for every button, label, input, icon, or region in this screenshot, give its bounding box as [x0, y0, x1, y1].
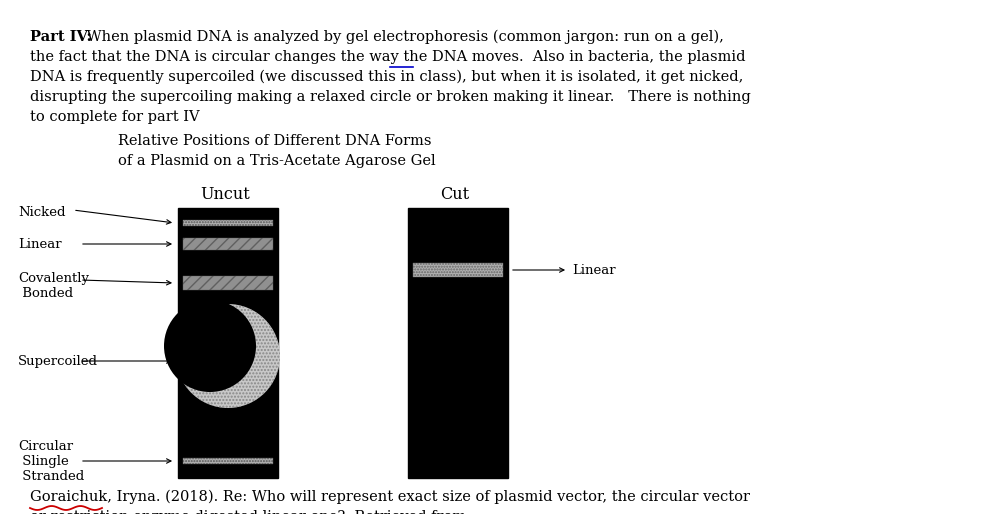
Text: Uncut: Uncut: [200, 186, 249, 203]
Bar: [183, 220, 273, 226]
Bar: [183, 238, 273, 250]
Bar: [183, 220, 273, 226]
Text: or restriction enzyme digested linear one?  Retrieved from:: or restriction enzyme digested linear on…: [30, 510, 471, 514]
Bar: [183, 276, 273, 290]
Text: the fact that the DNA is circular changes the way the DNA moves.  Also in bacter: the fact that the DNA is circular change…: [30, 50, 745, 64]
Text: When plasmid DNA is analyzed by gel electrophoresis (common jargon: run on a gel: When plasmid DNA is analyzed by gel elec…: [82, 30, 723, 44]
Bar: [178, 208, 278, 478]
Text: Covalently
 Bonded: Covalently Bonded: [18, 272, 89, 300]
Text: Supercoiled: Supercoiled: [18, 355, 98, 368]
Circle shape: [164, 300, 256, 392]
Circle shape: [176, 304, 280, 408]
Bar: [183, 458, 273, 464]
Text: Part IV:: Part IV:: [30, 30, 92, 44]
Text: of a Plasmid on a Tris-Acetate Agarose Gel: of a Plasmid on a Tris-Acetate Agarose G…: [118, 154, 436, 168]
Bar: [183, 276, 273, 290]
Text: Linear: Linear: [572, 264, 615, 277]
Text: to complete for part IV: to complete for part IV: [30, 110, 199, 124]
Bar: [408, 208, 508, 478]
Text: Nicked: Nicked: [18, 206, 65, 219]
Bar: [413, 263, 503, 277]
Bar: [413, 263, 503, 277]
Text: Goraichuk, Iryna. (2018). Re: Who will represent exact size of plasmid vector, t: Goraichuk, Iryna. (2018). Re: Who will r…: [30, 490, 750, 504]
Text: disrupting the supercoiling making a relaxed circle or broken making it linear. : disrupting the supercoiling making a rel…: [30, 90, 750, 104]
Text: Circular
 Slingle
 Stranded: Circular Slingle Stranded: [18, 439, 84, 483]
Text: Cut: Cut: [441, 186, 470, 203]
Bar: [183, 238, 273, 250]
Text: Linear: Linear: [18, 237, 62, 250]
Text: DNA is frequently supercoiled (we discussed this in class), but when it is isola: DNA is frequently supercoiled (we discus…: [30, 70, 743, 84]
Text: Relative Positions of Different DNA Forms: Relative Positions of Different DNA Form…: [118, 134, 432, 148]
Bar: [183, 458, 273, 464]
